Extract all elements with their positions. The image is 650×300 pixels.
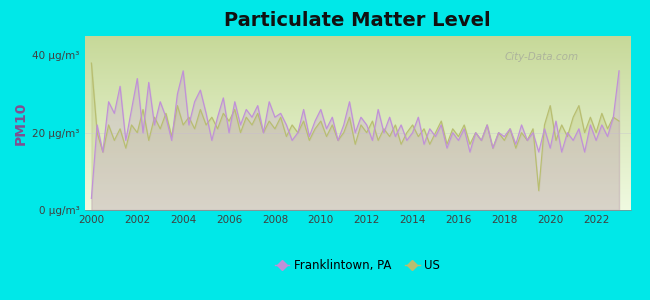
Text: City-Data.com: City-Data.com [505, 52, 579, 62]
Title: Particulate Matter Level: Particulate Matter Level [224, 11, 491, 30]
Y-axis label: PM10: PM10 [14, 101, 28, 145]
Legend: Franklintown, PA, US: Franklintown, PA, US [270, 255, 445, 277]
